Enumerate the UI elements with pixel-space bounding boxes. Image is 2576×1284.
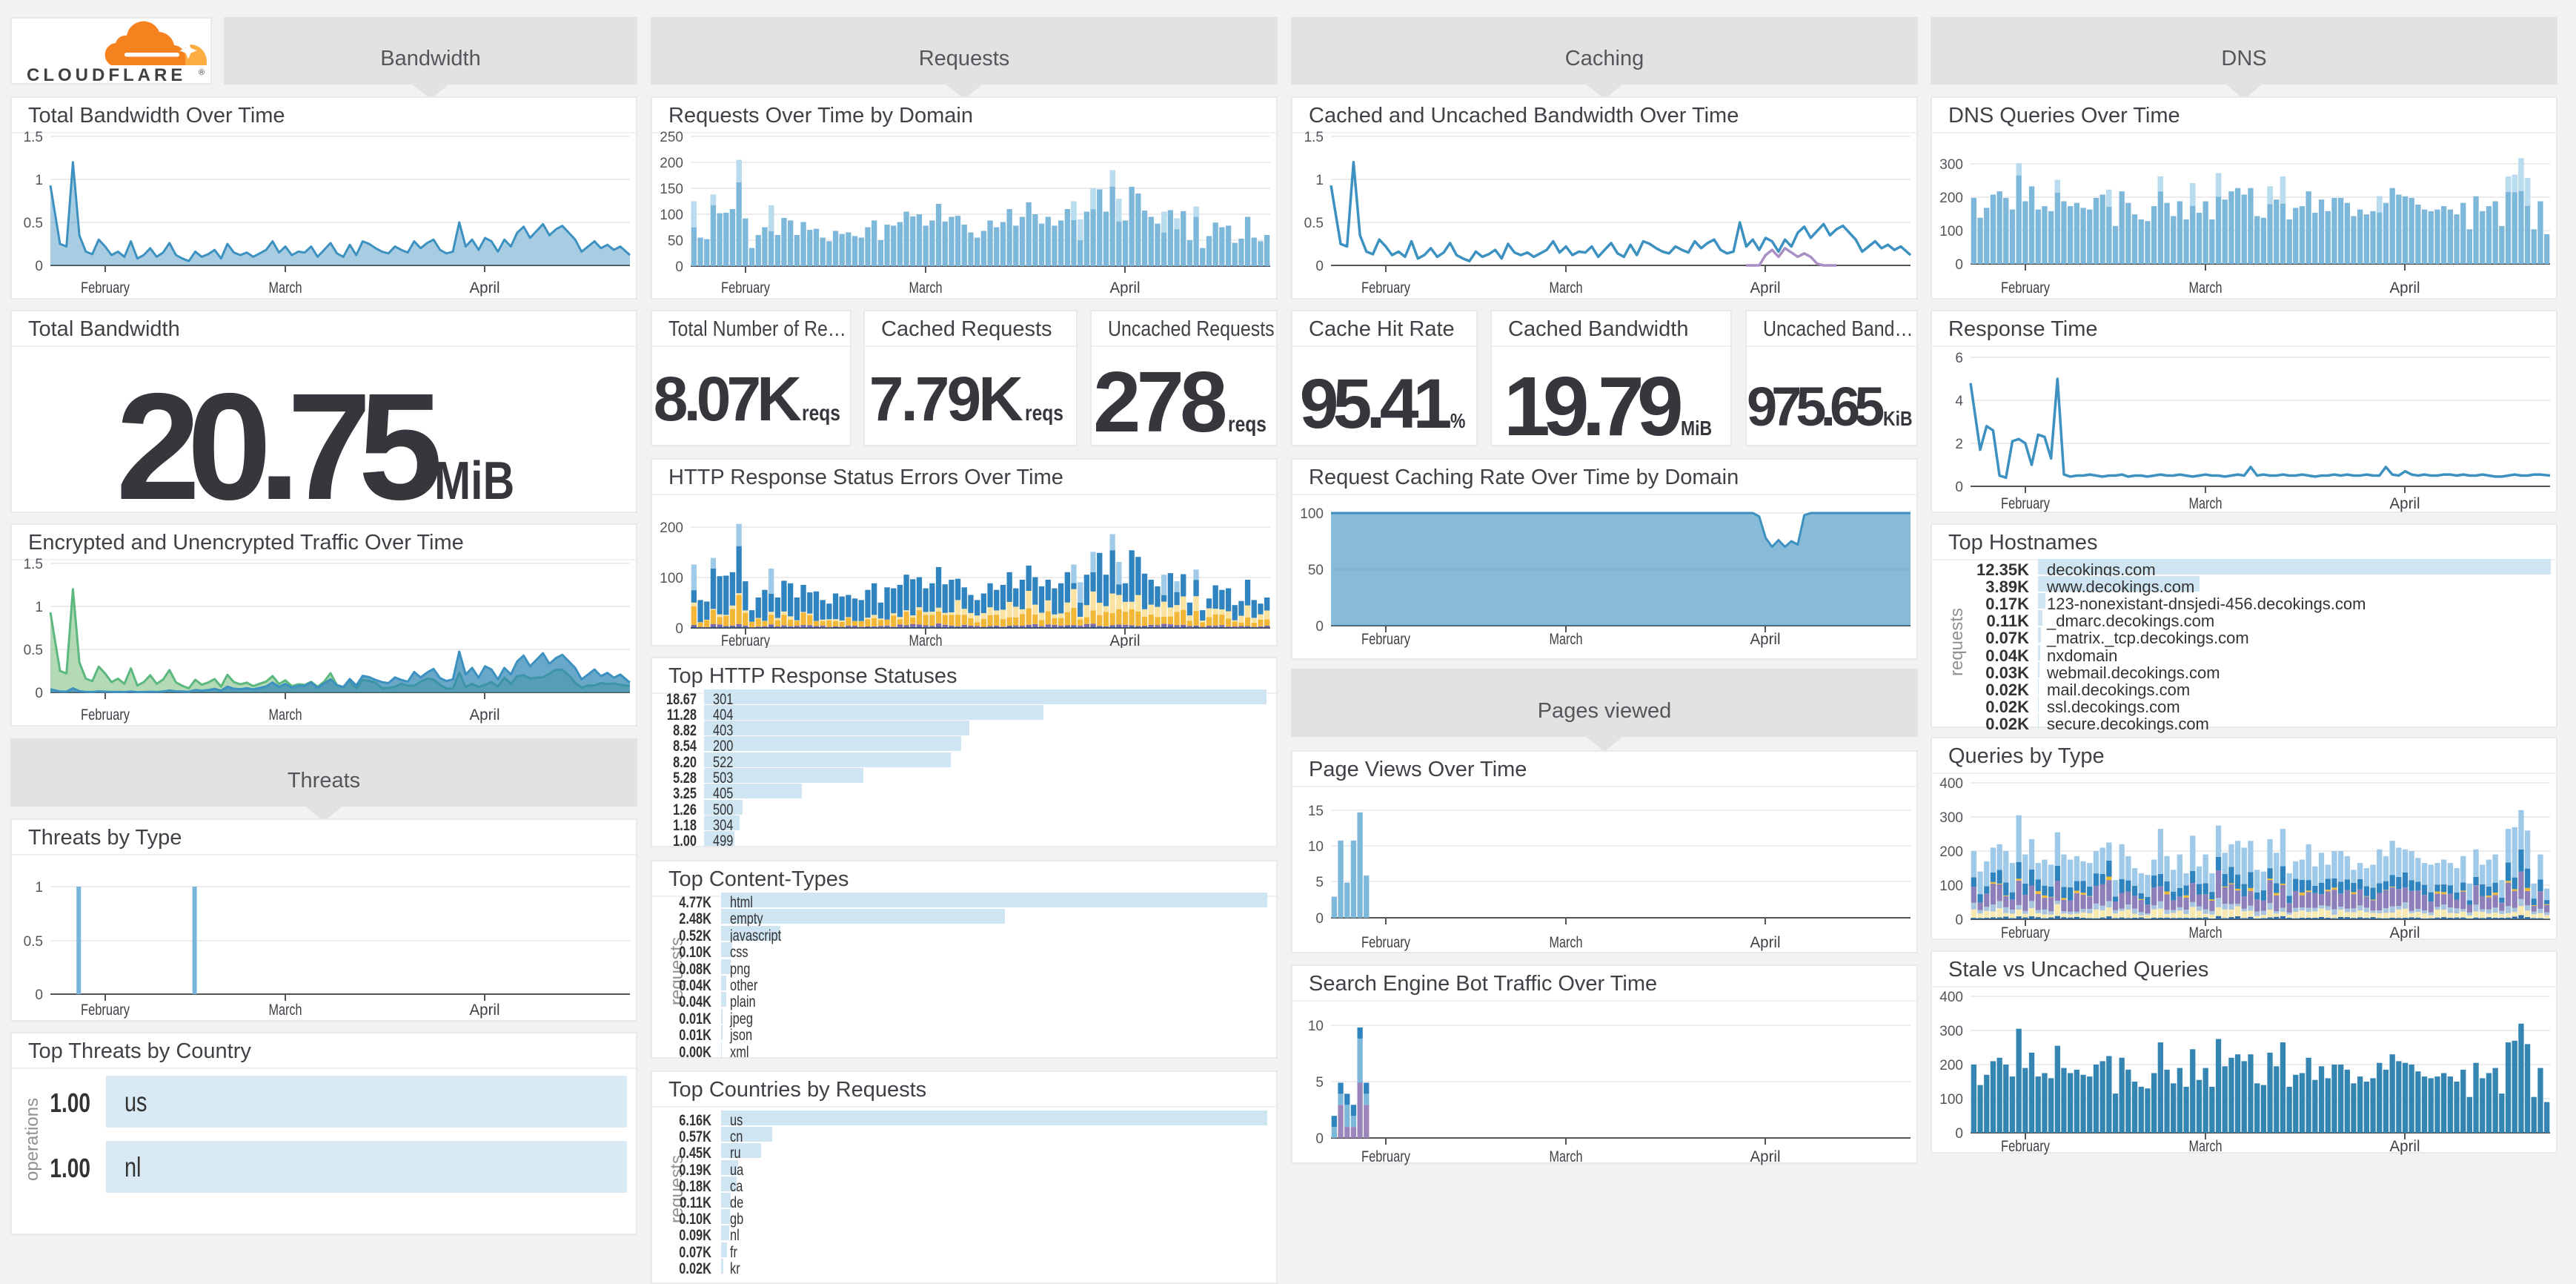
svg-text:400: 400: [1939, 776, 1963, 792]
svg-text:200: 200: [1939, 191, 1963, 206]
svg-text:0.5: 0.5: [24, 216, 43, 231]
svg-text:April: April: [1750, 279, 1781, 297]
svg-text:10: 10: [1308, 1019, 1324, 1034]
svg-text:March: March: [2189, 495, 2223, 512]
svg-text:5: 5: [1315, 1075, 1324, 1091]
svg-text:February: February: [1361, 631, 1410, 648]
svg-text:February: February: [81, 706, 130, 724]
svg-text:February: February: [2001, 495, 2050, 512]
svg-text:February: February: [1361, 279, 1410, 297]
svg-text:April: April: [1750, 934, 1781, 951]
svg-text:April: April: [1110, 279, 1141, 297]
svg-text:April: April: [1750, 1148, 1781, 1165]
svg-text:April: April: [2390, 1138, 2420, 1155]
svg-text:0: 0: [675, 621, 683, 637]
svg-text:50: 50: [1308, 563, 1324, 578]
svg-text:0: 0: [35, 259, 43, 274]
svg-text:March: March: [1550, 631, 1583, 648]
svg-text:0: 0: [1315, 259, 1324, 274]
svg-text:February: February: [721, 279, 770, 297]
svg-text:1.5: 1.5: [24, 130, 43, 145]
svg-text:1: 1: [1315, 173, 1324, 188]
svg-text:300: 300: [1939, 157, 1963, 173]
svg-text:4: 4: [1955, 394, 1963, 409]
svg-text:50: 50: [668, 234, 683, 249]
svg-text:100: 100: [660, 571, 683, 586]
svg-text:April: April: [470, 1002, 500, 1019]
svg-text:6: 6: [1955, 351, 1963, 366]
svg-text:0.5: 0.5: [24, 643, 43, 658]
svg-text:1.5: 1.5: [1304, 130, 1324, 145]
svg-text:0: 0: [1955, 480, 1963, 495]
svg-text:1.5: 1.5: [24, 557, 43, 572]
svg-text:10: 10: [1308, 839, 1324, 855]
svg-text:March: March: [269, 279, 302, 297]
svg-text:100: 100: [1939, 224, 1963, 239]
svg-text:200: 200: [660, 156, 683, 171]
svg-text:300: 300: [1939, 1024, 1963, 1039]
svg-text:0: 0: [1955, 257, 1963, 273]
svg-text:15: 15: [1308, 804, 1324, 819]
svg-text:0: 0: [1315, 619, 1324, 635]
svg-text:®: ®: [199, 68, 205, 77]
svg-text:250: 250: [660, 130, 683, 145]
svg-text:March: March: [909, 279, 943, 297]
svg-text:400: 400: [1939, 990, 1963, 1005]
svg-text:0.5: 0.5: [24, 934, 43, 950]
svg-text:0: 0: [1315, 1131, 1324, 1147]
svg-text:March: March: [1550, 934, 1583, 951]
svg-text:April: April: [2390, 924, 2420, 942]
svg-text:February: February: [721, 632, 770, 648]
svg-text:0: 0: [1955, 1126, 1963, 1142]
svg-text:March: March: [909, 632, 943, 648]
svg-text:April: April: [2390, 495, 2420, 512]
svg-text:100: 100: [1939, 1092, 1963, 1108]
svg-text:February: February: [1361, 1148, 1410, 1165]
svg-text:200: 200: [1939, 844, 1963, 860]
svg-text:March: March: [1550, 1148, 1583, 1165]
svg-text:300: 300: [1939, 810, 1963, 826]
svg-text:April: April: [470, 706, 500, 724]
svg-text:April: April: [470, 279, 500, 297]
svg-text:150: 150: [660, 182, 683, 197]
svg-text:1: 1: [35, 600, 43, 615]
svg-text:100: 100: [660, 208, 683, 223]
svg-text:0: 0: [675, 259, 683, 275]
svg-text:200: 200: [660, 520, 683, 536]
svg-text:March: March: [269, 1002, 302, 1019]
svg-text:February: February: [81, 1002, 130, 1019]
svg-text:February: February: [2001, 924, 2050, 942]
svg-text:0: 0: [35, 987, 43, 1003]
svg-text:March: March: [2189, 279, 2223, 297]
svg-text:0: 0: [1315, 911, 1324, 927]
svg-text:1: 1: [35, 880, 43, 896]
svg-text:100: 100: [1300, 506, 1324, 522]
svg-text:February: February: [2001, 279, 2050, 297]
svg-text:February: February: [2001, 1138, 2050, 1155]
svg-text:200: 200: [1939, 1058, 1963, 1073]
svg-text:February: February: [81, 279, 130, 297]
svg-text:5: 5: [1315, 875, 1324, 890]
svg-text:March: March: [2189, 1138, 2223, 1155]
svg-text:April: April: [1750, 631, 1781, 648]
svg-text:1: 1: [35, 173, 43, 188]
svg-text:February: February: [1361, 934, 1410, 951]
svg-text:April: April: [2390, 279, 2420, 297]
svg-text:2: 2: [1955, 437, 1963, 452]
svg-text:CLOUDFLARE: CLOUDFLARE: [27, 65, 186, 83]
svg-text:0: 0: [35, 686, 43, 701]
svg-text:0: 0: [1955, 913, 1963, 928]
svg-text:March: March: [1550, 279, 1583, 297]
svg-text:April: April: [1110, 632, 1141, 648]
svg-text:March: March: [269, 706, 302, 724]
svg-text:0.5: 0.5: [1304, 216, 1324, 231]
svg-text:100: 100: [1939, 878, 1963, 894]
svg-text:March: March: [2189, 924, 2223, 942]
